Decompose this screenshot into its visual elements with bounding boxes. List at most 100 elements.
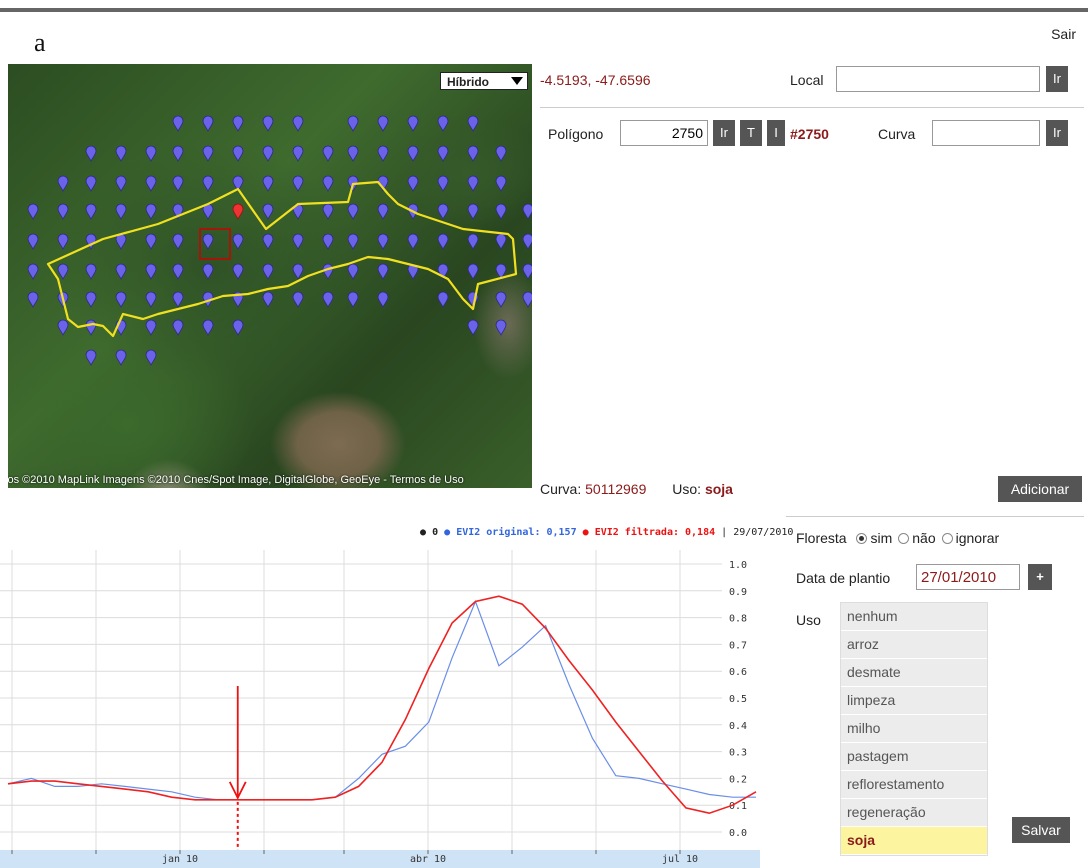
curva-input[interactable] bbox=[932, 120, 1040, 146]
map-pin[interactable] bbox=[262, 145, 274, 162]
floresta-option-1[interactable]: não bbox=[892, 530, 936, 546]
poligono-i-button[interactable]: I bbox=[767, 120, 785, 146]
map-pin[interactable] bbox=[407, 263, 419, 280]
map-pin[interactable] bbox=[377, 145, 389, 162]
map-pin[interactable] bbox=[262, 203, 274, 220]
map-pin[interactable] bbox=[262, 233, 274, 250]
save-button[interactable]: Salvar bbox=[1012, 817, 1070, 843]
map-pin[interactable] bbox=[115, 175, 127, 192]
map-pin[interactable] bbox=[407, 145, 419, 162]
map-pin[interactable] bbox=[115, 291, 127, 308]
map-pin[interactable] bbox=[495, 175, 507, 192]
map-pin[interactable] bbox=[522, 291, 532, 308]
map-pin[interactable] bbox=[322, 145, 334, 162]
map-pin[interactable] bbox=[495, 203, 507, 220]
map-pin[interactable] bbox=[437, 145, 449, 162]
map-pin[interactable] bbox=[262, 263, 274, 280]
map-pin[interactable] bbox=[115, 233, 127, 250]
uso-option-1[interactable]: arroz bbox=[841, 631, 987, 659]
map-pin[interactable] bbox=[407, 233, 419, 250]
map-pin[interactable] bbox=[467, 115, 479, 132]
map-pin[interactable] bbox=[347, 145, 359, 162]
map-pin[interactable] bbox=[377, 233, 389, 250]
map-pin[interactable] bbox=[347, 203, 359, 220]
map-pin[interactable] bbox=[85, 349, 97, 366]
uso-option-0[interactable]: nenhum bbox=[841, 603, 987, 631]
map-pin[interactable] bbox=[522, 263, 532, 280]
map-pin[interactable] bbox=[57, 319, 69, 336]
map-pin[interactable] bbox=[85, 203, 97, 220]
map-pin[interactable] bbox=[322, 291, 334, 308]
map-pin[interactable] bbox=[437, 263, 449, 280]
map-pin[interactable] bbox=[437, 115, 449, 132]
map-pin[interactable] bbox=[347, 233, 359, 250]
map-pin[interactable] bbox=[347, 115, 359, 132]
add-button[interactable]: Adicionar bbox=[998, 476, 1082, 502]
map-pin[interactable] bbox=[292, 263, 304, 280]
map-pin[interactable] bbox=[407, 175, 419, 192]
map-pin[interactable] bbox=[322, 233, 334, 250]
map-pin[interactable] bbox=[57, 203, 69, 220]
map-pin[interactable] bbox=[292, 175, 304, 192]
map-type-select[interactable]: Híbrido bbox=[440, 72, 528, 90]
map-pin[interactable] bbox=[115, 145, 127, 162]
map-pin[interactable] bbox=[467, 263, 479, 280]
map-pin[interactable] bbox=[27, 263, 39, 280]
map-pin[interactable] bbox=[232, 263, 244, 280]
map-pin[interactable] bbox=[467, 319, 479, 336]
map-pin[interactable] bbox=[172, 145, 184, 162]
map-pin[interactable] bbox=[145, 319, 157, 336]
map-pin[interactable] bbox=[145, 175, 157, 192]
map-pin[interactable] bbox=[172, 319, 184, 336]
map-pin[interactable] bbox=[407, 115, 419, 132]
map-pin[interactable] bbox=[495, 291, 507, 308]
map-pin[interactable] bbox=[467, 145, 479, 162]
map-pin[interactable] bbox=[262, 175, 274, 192]
map-pin[interactable] bbox=[467, 233, 479, 250]
map-pin[interactable] bbox=[347, 291, 359, 308]
map-pin[interactable] bbox=[232, 145, 244, 162]
map-pin[interactable] bbox=[202, 115, 214, 132]
map-pin[interactable] bbox=[85, 319, 97, 336]
evi2-chart[interactable]: 1.0 0.9 0.8 0.7 0.6 0.5 0.4 0.3 0.2 0.1 0.0 jan 10… bbox=[0, 546, 760, 868]
map-pin[interactable] bbox=[115, 203, 127, 220]
selected-map-pin[interactable] bbox=[232, 203, 244, 220]
floresta-option-2[interactable]: ignorar bbox=[936, 530, 999, 546]
map-pin[interactable] bbox=[262, 291, 274, 308]
map-pin[interactable] bbox=[27, 203, 39, 220]
poligono-go-button[interactable]: Ir bbox=[713, 120, 735, 146]
map-pin[interactable] bbox=[145, 203, 157, 220]
uso-option-2[interactable]: desmate bbox=[841, 659, 987, 687]
map-pin[interactable] bbox=[495, 319, 507, 336]
map-pin[interactable] bbox=[145, 145, 157, 162]
radio-icon[interactable] bbox=[856, 532, 868, 544]
map-pin[interactable] bbox=[202, 319, 214, 336]
map-pin[interactable] bbox=[85, 145, 97, 162]
map-pin[interactable] bbox=[437, 291, 449, 308]
map-pin[interactable] bbox=[292, 145, 304, 162]
map-pin[interactable] bbox=[145, 349, 157, 366]
map-pin[interactable] bbox=[202, 145, 214, 162]
map-pin[interactable] bbox=[377, 263, 389, 280]
map-pin[interactable] bbox=[377, 291, 389, 308]
uso-option-6[interactable]: reflorestamento bbox=[841, 771, 987, 799]
map-pin[interactable] bbox=[232, 175, 244, 192]
curva-go-button[interactable]: Ir bbox=[1046, 120, 1068, 146]
map-pin[interactable] bbox=[262, 115, 274, 132]
map-pin[interactable] bbox=[85, 263, 97, 280]
map-pin[interactable] bbox=[172, 291, 184, 308]
poligono-t-button[interactable]: T bbox=[740, 120, 762, 146]
map-pin[interactable] bbox=[27, 233, 39, 250]
uso-option-3[interactable]: limpeza bbox=[841, 687, 987, 715]
map-pin[interactable] bbox=[172, 115, 184, 132]
add-date-button[interactable]: + bbox=[1028, 564, 1052, 590]
map-pin[interactable] bbox=[202, 175, 214, 192]
map-pin[interactable] bbox=[495, 233, 507, 250]
local-go-button[interactable]: Ir bbox=[1046, 66, 1068, 92]
map-pin[interactable] bbox=[57, 233, 69, 250]
map-pin[interactable] bbox=[437, 175, 449, 192]
map-pin[interactable] bbox=[145, 233, 157, 250]
poligono-input[interactable] bbox=[620, 120, 708, 146]
map-pin[interactable] bbox=[172, 175, 184, 192]
map-pin[interactable] bbox=[57, 175, 69, 192]
